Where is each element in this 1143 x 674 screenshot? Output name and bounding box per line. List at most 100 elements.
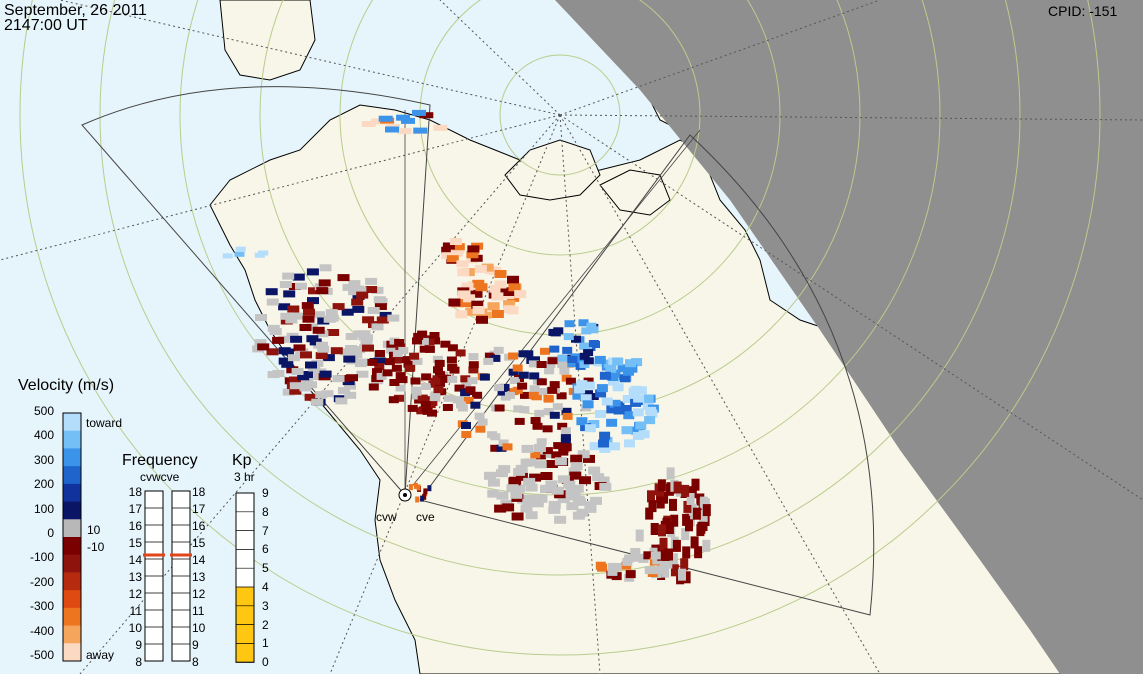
- frequency-tick-label-left: 8: [135, 655, 142, 669]
- scatter-cell: [564, 320, 575, 328]
- scatter-cell: [691, 478, 700, 491]
- scatter-cell: [702, 504, 711, 517]
- frequency-tick-label-left: 14: [128, 553, 142, 567]
- scatter-cell: [317, 317, 330, 325]
- scatter-cell: [435, 371, 445, 379]
- scatter-cell: [475, 425, 486, 433]
- scatter-cell: [622, 395, 634, 403]
- date-label: September, 26 2011: [4, 2, 147, 19]
- scatter-cell: [484, 352, 495, 360]
- away-label: away: [86, 648, 115, 662]
- scatter-cell: [565, 492, 578, 501]
- scatter-cell: [479, 373, 490, 381]
- kp-tick-label: 1: [262, 636, 269, 651]
- scatter-cell: [590, 496, 602, 505]
- scatter-cell: [361, 121, 376, 127]
- scatter-cell: [554, 457, 567, 466]
- scatter-cell: [278, 303, 291, 311]
- scatter-cell: [688, 486, 697, 499]
- scatter-cell: [540, 484, 553, 493]
- scatter-cell: [588, 326, 599, 334]
- scatter-cell: [343, 355, 356, 363]
- velocity-tick-label: -200: [29, 574, 54, 589]
- scatter-cell: [660, 556, 669, 569]
- scatter-cell: [497, 388, 508, 396]
- scatter-cell: [534, 460, 547, 469]
- cvw-fov-outline: [81, 86, 431, 497]
- scatter-cell: [601, 397, 613, 406]
- scatter-cell: [447, 375, 458, 383]
- scatter-cell: [685, 519, 693, 532]
- scatter-cell: [266, 298, 279, 306]
- scatter-cell: [613, 406, 625, 415]
- scatter-cell: [543, 408, 554, 415]
- scatter-cell: [645, 507, 654, 520]
- scatter-cell: [528, 391, 539, 399]
- scatter-cell: [433, 366, 443, 374]
- scatter-cell: [487, 478, 500, 487]
- scatter-cell: [570, 462, 583, 471]
- scatter-cell: [551, 451, 562, 459]
- scatter-cell: [489, 284, 502, 293]
- scatter-cell: [397, 376, 408, 384]
- night-side-shading: [555, 0, 1143, 674]
- scatter-cell: [562, 412, 573, 420]
- scatter-cell: [376, 316, 389, 324]
- scatter-cell: [341, 308, 354, 316]
- scatter-cell: [465, 307, 478, 316]
- scatter-cell: [560, 434, 571, 442]
- scatter-cell: [356, 370, 369, 378]
- velocity-tick-label: 500: [33, 404, 54, 418]
- kp-tick-label: 3: [262, 598, 269, 613]
- scatter-cell: [278, 347, 291, 355]
- scatter-cell: [566, 502, 579, 511]
- scatter-cell: [681, 528, 690, 541]
- scatter-cell: [581, 327, 592, 335]
- scatter-cell: [470, 289, 483, 298]
- scatter-cell: [529, 473, 542, 482]
- scatter-cell: [625, 570, 636, 579]
- kp-tick-label: 9: [262, 486, 269, 500]
- scatter-cell: [266, 348, 279, 356]
- scatter-cell: [496, 469, 508, 478]
- scatter-cell: [456, 260, 469, 268]
- scatter-cell: [293, 344, 306, 352]
- ground-scatter-neg-label: -10: [87, 540, 105, 554]
- scatter-cell: [630, 398, 642, 407]
- scatter-cell: [507, 275, 519, 284]
- scatter-cell: [338, 387, 350, 395]
- scatter-cell: [332, 303, 345, 311]
- scatter-cell: [490, 444, 501, 452]
- scatter-cell: [512, 364, 523, 372]
- velocity-tick-label: 300: [33, 452, 54, 467]
- velocity-tick-label: -500: [29, 648, 54, 662]
- scatter-cell: [556, 392, 567, 400]
- scatter-cell: [562, 346, 573, 354]
- scatter-cell: [305, 361, 317, 369]
- scatter-cell: [665, 483, 674, 496]
- scatter-cell: [588, 420, 600, 428]
- scatter-cell: [496, 444, 507, 452]
- scatter-cell: [490, 433, 501, 441]
- scatter-cell: [398, 347, 409, 354]
- scatter-cell: [535, 494, 548, 503]
- scatter-cell: [498, 465, 511, 474]
- scatter-cell: [321, 390, 334, 398]
- scatter-cell: [395, 384, 406, 392]
- scatter-cell: [499, 383, 510, 391]
- scatter-cell: [411, 388, 422, 396]
- scatter-cell: [635, 529, 644, 542]
- scatter-cell: [672, 539, 681, 552]
- kp-subtitle: 3 hr: [234, 470, 255, 484]
- scatter-cell: [694, 546, 703, 559]
- scatter-cell: [461, 422, 471, 429]
- scatter-cell: [582, 400, 594, 409]
- scatter-cell: [382, 369, 393, 377]
- scatter-cell: [670, 514, 679, 527]
- scatter-cell: [559, 443, 572, 452]
- scatter-cell: [523, 477, 536, 486]
- velocity-scatter-cells: [222, 109, 711, 585]
- scatter-cell: [547, 357, 558, 365]
- frequency-tick-label-left: 16: [128, 519, 142, 533]
- scatter-cell: [592, 473, 605, 482]
